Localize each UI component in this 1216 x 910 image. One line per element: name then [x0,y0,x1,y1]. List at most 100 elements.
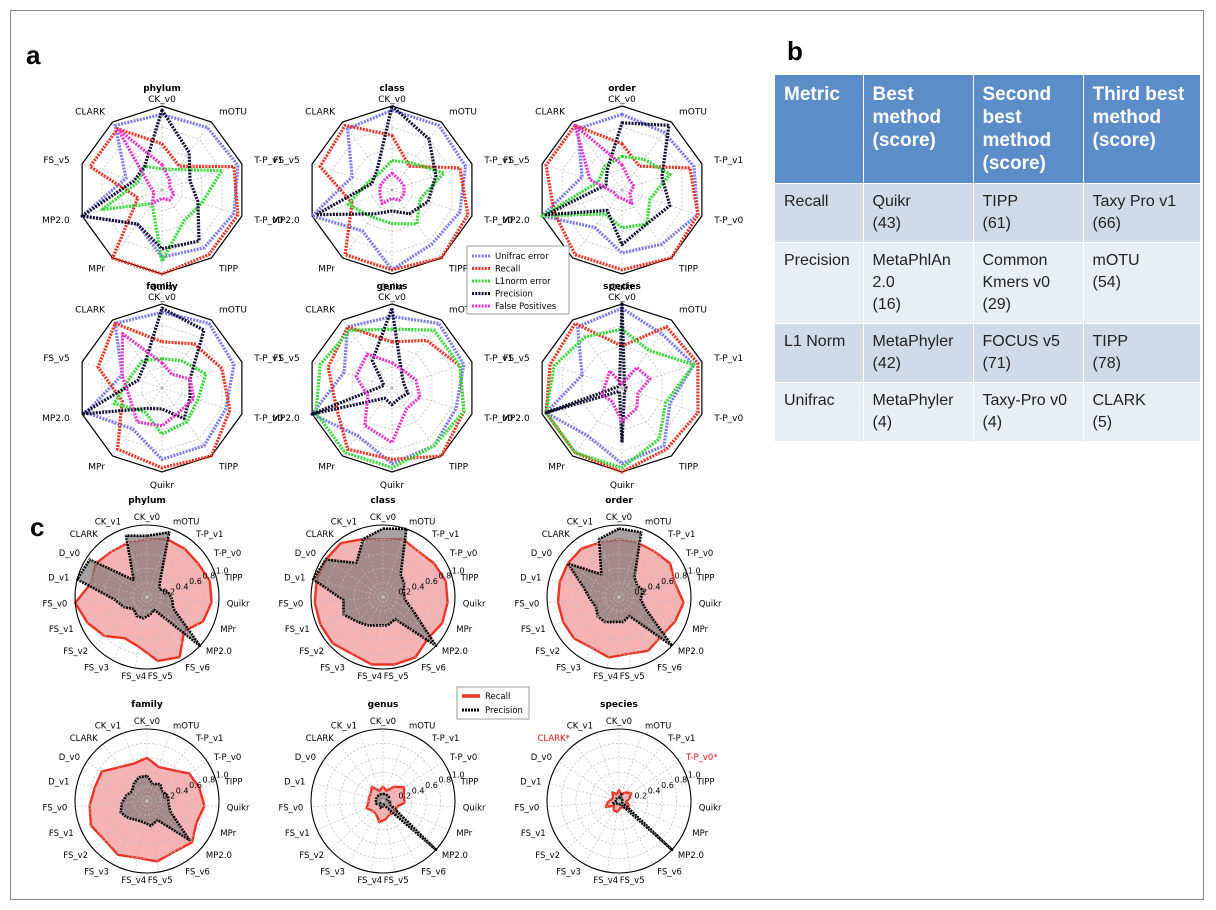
axis-label: MP2.0 [272,414,300,424]
axis-label: FS_v5 [273,156,299,166]
grid-spoke [558,761,620,802]
grid-spoke [618,596,691,604]
axis-label: CK_v0 [606,717,632,727]
grid-spoke [382,596,437,647]
grid-ring [103,757,191,845]
radar-chart-order: CK_v0mOTUT-P_v1T-P_v0TIPPQuikrMPrMP2.0FS… [502,84,743,293]
axis-label: CK_v0 [378,293,406,303]
chart-title: genus [368,700,399,710]
cell-line: TIPP [1092,333,1129,350]
r-tick-label: 0.6 [189,781,202,790]
chart-title: family [131,700,163,710]
panel-a-radar-charts: CK_v0 mOTU T-P_v1 T-P_v0 TIPP Quikr MPr MP2.0 FS… [42,84,743,491]
radar-chart-phylum: 0.20.40.60.81.0 CK_v0 mOTU T-P_v1 T-P_v0 TIPP… [42,496,250,682]
axis-label: CLARK [535,108,566,118]
grid-spoke [382,783,453,802]
chart-title: species [603,282,641,292]
axis-label: CLARK [305,306,336,316]
radar-chart-family: 0.20.40.60.81.0 CK_v0 mOTU T-P_v1 T-P_v0 TIPP… [42,700,250,886]
axis-label: MP2.0 [678,647,704,657]
radar-chart-genus: CK_v0 mOTU T-P_v1 T-P_v0 TIPP Quikr MPr MP2.0 FS… [272,282,513,491]
axis-label: FS_v0 [514,600,539,610]
axis-label: Quikr [380,283,405,293]
axis-label: CK_v0 [134,717,160,727]
cell-line: (61) [982,215,1011,232]
axis-label: CLARK [305,108,336,118]
axis-label: T-P_v1 [483,156,513,166]
grid-spoke [75,596,148,604]
axis-label: FS_v0 [42,600,67,610]
radar-frame [310,524,456,670]
axis-label: D_v0 [531,549,552,559]
axis-label: MPr [318,265,335,275]
axis-label: CLARK* [537,734,569,744]
series-false-positives [600,366,652,424]
r-tick-label: 0.2 [162,588,175,597]
grid-ring [561,324,683,452]
grid-spoke [572,387,623,457]
axis-label: FS_v5 [503,156,529,166]
series-precision [314,104,438,217]
axis-label: FS_v5 [273,354,299,364]
series-l1norm-error [100,164,224,263]
cell-line: (16) [872,296,901,313]
cell-line: TIPP [982,193,1019,210]
legend-label: Recall [495,265,520,275]
axis-label: D_v1 [520,573,541,583]
series-precision [311,527,438,648]
series-recall [544,321,700,474]
grid-spoke [311,800,384,808]
grid-spoke [618,732,643,802]
grid-spoke [549,579,620,598]
axis-label: FS_v2 [535,647,560,657]
axis-label: D_v0 [295,753,316,763]
axis-label: FS_v3 [556,663,581,673]
axis-label: FS_v2 [63,851,88,861]
r-tick-label: 1.0 [216,566,229,575]
grid-spoke [547,800,620,808]
radar-frame [311,303,473,473]
series-recall [88,127,240,276]
r-tick-label: 0.4 [412,582,425,591]
r-tick-label: 1.0 [452,770,465,779]
axis-label: MPr [220,625,236,635]
grid-ring [331,324,453,452]
axis-label: T-P_v1 [713,156,743,166]
grid-spoke [382,596,455,604]
grid-spoke [382,528,407,598]
grid-ring [561,126,683,254]
cell-line: (54) [1092,274,1121,291]
axis-label: TIPP [696,573,715,583]
axis-label: T-P_v1 [713,354,743,364]
grid-spoke [93,800,148,851]
axis-label: FS_v4 [357,672,382,682]
axis-label: FS_v1 [49,829,74,839]
cell-line: (43) [872,215,901,232]
axis-label: Quikr [699,804,722,814]
chart-title: phylum [128,496,166,506]
cell-line: (4) [982,414,1003,431]
method-ranking-table: Metric Best method (score) Second best m… [775,75,1201,441]
cell-line: 2.0 [872,274,895,291]
axis-label: MPr [456,625,472,635]
grid-ring [589,771,649,831]
grid-ring [325,539,441,655]
grid-spoke [313,783,384,802]
cell-line: (42) [872,355,901,372]
axis-label: FS_v5 [384,876,409,886]
panel-label-b: b [787,36,803,66]
axis-label: mOTU [173,517,199,527]
r-tick-label: 1.0 [216,770,229,779]
axis-label: T-P_v0 [449,549,477,559]
series-false-positives [115,127,176,206]
r-tick-label: 0.6 [661,577,674,586]
grid-spoke [565,596,620,647]
axis-label: Quikr [610,481,635,491]
axis-label: FS_v3 [320,663,345,673]
grid-spoke [541,163,623,191]
grid-spoke [146,761,208,802]
radar-frame [541,105,703,275]
cell-line: Kmers v0 [982,274,1051,291]
cell-line: (29) [982,296,1011,313]
grid-ring [339,553,427,641]
